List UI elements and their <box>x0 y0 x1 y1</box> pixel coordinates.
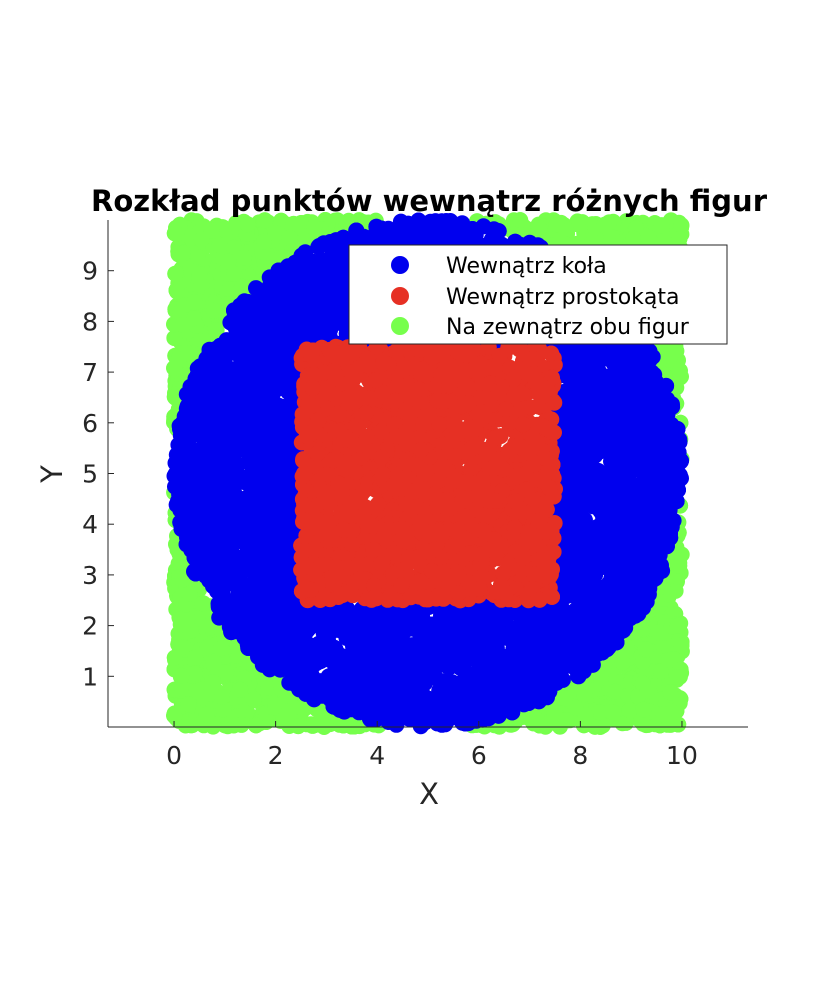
scatter-point <box>174 317 191 333</box>
scatter-point <box>213 640 230 657</box>
scatter-point <box>191 266 208 283</box>
scatter-point <box>205 655 222 672</box>
scatter-point <box>195 595 212 612</box>
scatter-point <box>621 702 638 719</box>
scatter-point <box>281 229 298 246</box>
scatter-point <box>205 302 222 319</box>
scatter-point <box>213 689 230 705</box>
scatter-point <box>576 686 593 703</box>
scatter-point <box>639 682 656 699</box>
scatter-point <box>211 237 228 254</box>
scatter-point <box>275 711 292 728</box>
scatter-point <box>231 681 248 698</box>
scatter-point <box>673 637 690 654</box>
scatter-point <box>198 706 215 723</box>
scatter-point <box>669 617 686 634</box>
scatter-point <box>669 669 686 685</box>
scatter-point <box>173 667 190 684</box>
scatter-point <box>181 585 198 602</box>
scatter-point <box>167 265 184 282</box>
scatter-point <box>248 717 264 734</box>
scatter-point <box>187 649 204 666</box>
scatter-point <box>614 654 631 671</box>
scatter-point <box>203 222 220 239</box>
scatter-point <box>671 557 688 574</box>
scatter-point <box>180 696 197 713</box>
scatter-point <box>660 652 677 668</box>
scatter-point <box>605 704 622 721</box>
scatter-point <box>673 217 690 234</box>
scatter-point <box>650 624 666 641</box>
scatter-point <box>285 215 302 232</box>
scatter-point <box>186 294 203 311</box>
scatter-point <box>548 216 565 233</box>
scatter-point <box>233 716 250 733</box>
scatter-point <box>267 225 284 242</box>
scatter-point <box>187 665 203 682</box>
scatter-point <box>637 641 654 658</box>
scatter-point <box>607 683 624 700</box>
scatter-point <box>166 649 183 666</box>
scatter-point <box>591 704 608 721</box>
scatter-point <box>640 229 657 246</box>
scatter-point <box>306 219 323 236</box>
scatter-point <box>577 707 594 724</box>
scatter-point <box>168 225 185 242</box>
scatter-point <box>290 718 307 735</box>
scatter-point <box>166 360 183 377</box>
scatter-point <box>175 245 192 262</box>
scatter-point <box>236 249 252 266</box>
scatter-point <box>655 706 672 723</box>
scatter-point <box>218 664 235 681</box>
scatter-point <box>220 253 237 270</box>
scatter-point <box>596 217 612 234</box>
scatter-point <box>531 220 548 237</box>
scatter-point <box>672 690 689 707</box>
scatter-point <box>635 701 652 718</box>
scatter-point <box>304 717 321 734</box>
scatter-point <box>169 283 186 300</box>
scatter-point <box>239 216 256 233</box>
scatter-point <box>653 217 670 234</box>
scatter-point <box>558 712 575 729</box>
scatter-point <box>189 249 206 265</box>
scatter-point <box>172 616 189 633</box>
